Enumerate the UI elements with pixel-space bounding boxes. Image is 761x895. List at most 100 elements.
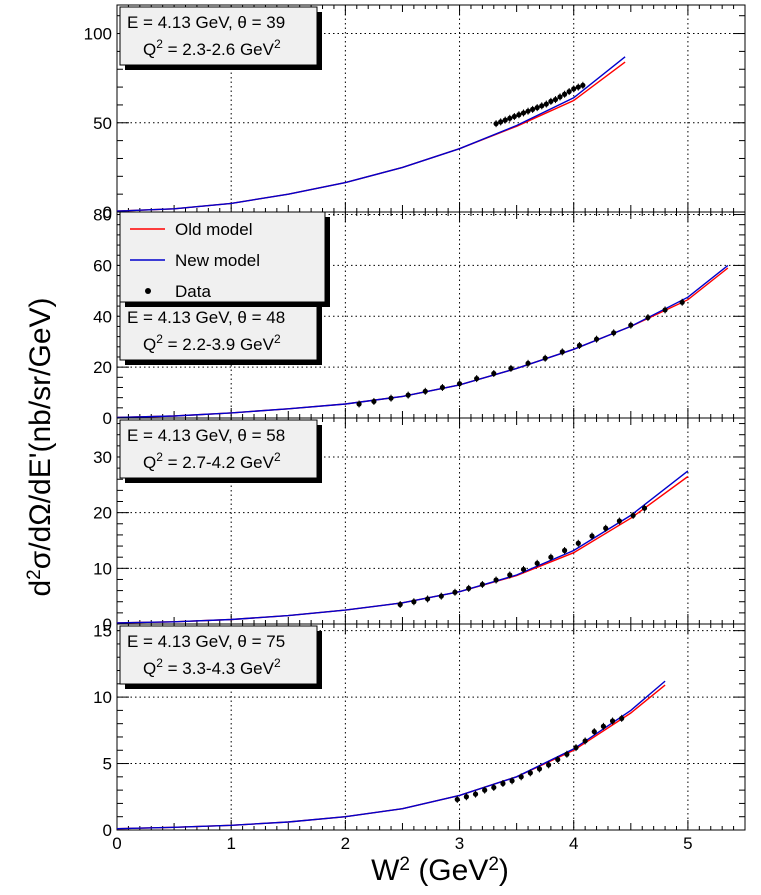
- x-tick-label: 0: [112, 834, 121, 853]
- data-point: [405, 392, 411, 398]
- legend-data-marker: [145, 288, 151, 294]
- data-point: [561, 547, 568, 554]
- data-point: [493, 577, 499, 583]
- y-tick-label: 80: [93, 206, 112, 225]
- data-point: [534, 105, 540, 111]
- y-tick-label: 10: [93, 688, 112, 707]
- data-point: [371, 398, 377, 405]
- data-point: [511, 113, 517, 120]
- data-point: [576, 342, 583, 349]
- x-tick-label: 1: [226, 834, 235, 853]
- data-point: [482, 787, 488, 793]
- data-point: [527, 770, 533, 776]
- data-point: [454, 796, 460, 803]
- x-tick-label: 4: [569, 834, 578, 853]
- chart-panel-3: 0 10 20 30 E = 4.13 GeV, θ = 58 Q2 = 2.7-4.2 …: [93, 417, 746, 634]
- box-background: [119, 301, 318, 361]
- data-point: [493, 121, 499, 127]
- y-tick-label: 5: [103, 755, 112, 774]
- data-point: [520, 110, 527, 116]
- data-point: [564, 751, 570, 757]
- data-point: [609, 718, 616, 724]
- beam-angle-label: E = 4.13 GeV, θ = 75: [127, 632, 285, 651]
- q2-range-label: Q2 = 2.3-2.6 GeV2: [143, 37, 281, 59]
- y-tick-label: 15: [93, 622, 112, 641]
- data-point: [589, 533, 595, 539]
- data-point: [536, 766, 543, 772]
- x-tick-label: 5: [683, 834, 692, 853]
- q2-range-label: Q2 = 3.3-4.3 GeV2: [143, 656, 281, 678]
- data-point: [561, 91, 568, 97]
- q2-range-label: Q2 = 2.2-3.9 GeV2: [143, 332, 281, 354]
- y-tick-label: 30: [93, 448, 112, 467]
- data-point: [530, 106, 536, 112]
- new-model-curve: [117, 680, 666, 830]
- data-point: [557, 94, 563, 100]
- data-point: [474, 375, 480, 382]
- legend-label: New model: [175, 251, 260, 270]
- new-model-curve: [117, 56, 626, 212]
- box-background: [119, 419, 318, 479]
- legend-label: Old model: [175, 220, 252, 239]
- data-point: [498, 119, 504, 125]
- data-point: [641, 505, 648, 511]
- data-point: [411, 599, 417, 605]
- data-point: [580, 82, 586, 88]
- data-point: [525, 108, 531, 114]
- y-tick-label: 0: [103, 409, 112, 428]
- new-model-curve: [117, 264, 729, 418]
- y-tick-label: 0: [103, 615, 112, 634]
- data-point: [456, 381, 463, 387]
- data-point: [397, 601, 403, 608]
- data-point: [424, 596, 431, 602]
- y-tick-label: 10: [93, 559, 112, 578]
- data-point: [491, 784, 497, 791]
- x-axis-title: W2 (GeV2): [371, 854, 509, 888]
- box-background: [119, 6, 318, 66]
- data-point: [555, 756, 561, 763]
- q2-range-label: Q2 = 2.7-4.2 GeV2: [143, 450, 281, 472]
- legend-label: Data: [175, 282, 211, 301]
- data-point: [582, 738, 588, 744]
- beam-angle-label: E = 4.13 GeV, θ = 58: [127, 426, 285, 445]
- data-point: [573, 745, 579, 751]
- data-point: [438, 593, 444, 599]
- y-axis-title: d2σ/dΩ/dE'(nb/sr/GeV): [24, 297, 58, 596]
- chart-panel-2: 0 20 40 60 80 E = 4.13 GeV, θ = 48 Q2 = 2.2-3.…: [93, 206, 746, 428]
- data-point: [548, 98, 554, 104]
- data-point: [463, 794, 469, 800]
- data-point: [603, 525, 609, 531]
- data-point: [452, 589, 458, 595]
- data-point: [507, 115, 513, 121]
- data-point: [571, 86, 577, 92]
- data-point: [543, 101, 549, 107]
- data-point: [439, 384, 446, 391]
- box-background: [119, 625, 318, 685]
- series-layer: [117, 470, 689, 624]
- y-tick-label: 40: [93, 307, 112, 326]
- y-tick-label: 20: [93, 358, 112, 377]
- data-point: [356, 401, 362, 407]
- y-tick-label: 100: [84, 25, 112, 44]
- data-point: [539, 103, 545, 109]
- data-point: [591, 729, 597, 735]
- kinematics-box: E = 4.13 GeV, θ = 58 Q2 = 2.7-4.2 GeV2: [119, 419, 322, 483]
- data-point: [566, 88, 572, 95]
- new-model-curve: [117, 470, 689, 624]
- x-tick-label: 2: [341, 834, 350, 853]
- data-point: [546, 762, 552, 768]
- data-point: [616, 518, 623, 524]
- beam-angle-label: E = 4.13 GeV, θ = 48: [127, 308, 285, 327]
- data-point: [472, 791, 479, 797]
- data-point: [520, 566, 527, 573]
- y-tick-label: 60: [93, 256, 112, 275]
- data-point: [508, 365, 514, 372]
- data-point: [630, 512, 636, 519]
- data-point: [491, 370, 497, 377]
- data-point: [662, 307, 668, 313]
- series-layer: [117, 264, 729, 418]
- data-point: [645, 314, 651, 321]
- data-point: [628, 322, 634, 328]
